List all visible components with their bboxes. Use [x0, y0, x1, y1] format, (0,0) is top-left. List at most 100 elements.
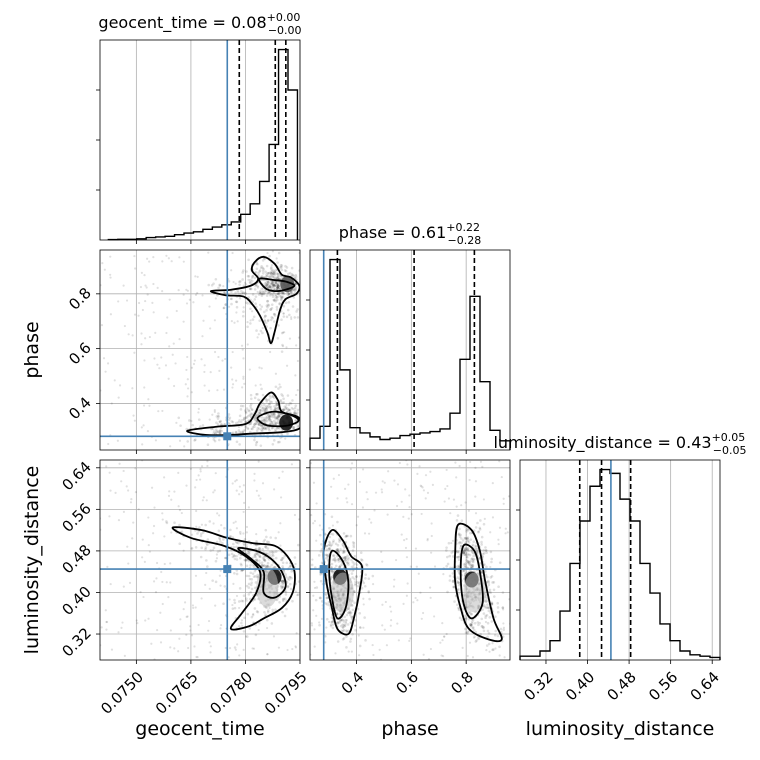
sample-point	[445, 549, 448, 552]
sample-point	[281, 610, 284, 614]
sample-point	[363, 584, 367, 588]
sample-point	[479, 460, 483, 463]
sample-point	[342, 620, 346, 623]
sample-point	[344, 622, 348, 625]
sample-point	[426, 539, 429, 542]
sample-point	[257, 411, 261, 415]
sample-point	[496, 634, 500, 638]
sample-point	[197, 418, 201, 421]
sample-point	[258, 408, 262, 412]
sample-point	[306, 406, 309, 409]
sample-point	[265, 283, 269, 286]
sample-point	[254, 575, 257, 578]
title-plus: +0.05	[712, 431, 746, 444]
sample-point	[439, 641, 442, 644]
sample-point	[150, 486, 154, 489]
sample-point	[232, 582, 235, 585]
sample-point	[314, 598, 318, 602]
sample-point	[271, 293, 275, 297]
sample-point	[265, 283, 268, 287]
sample-point	[110, 402, 113, 405]
sample-point	[466, 548, 469, 552]
sample-point	[280, 393, 283, 396]
sample-point	[279, 266, 282, 269]
sample-point	[247, 593, 251, 596]
sample-point	[291, 305, 295, 308]
sample-point	[490, 601, 494, 605]
sample-point	[282, 408, 285, 412]
sample-point	[117, 519, 121, 522]
sample-point	[178, 509, 182, 512]
sample-point	[235, 541, 239, 545]
x-tick-label: 0.6	[393, 668, 423, 698]
sample-point	[267, 405, 270, 408]
sample-point	[466, 609, 470, 612]
sample-point	[340, 618, 344, 622]
sample-point	[249, 404, 252, 408]
sample-point	[218, 420, 222, 424]
sample-point	[217, 438, 221, 442]
sample-point	[264, 426, 268, 430]
sample-point	[273, 415, 276, 418]
sample-point	[233, 601, 237, 605]
sample-point	[315, 586, 319, 589]
sample-point	[457, 607, 460, 610]
sample-point	[238, 530, 242, 534]
sample-point	[342, 628, 346, 632]
sample-point	[274, 422, 277, 426]
sample-point	[177, 471, 180, 474]
sample-point	[274, 281, 278, 284]
sample-point	[486, 621, 490, 625]
sample-point	[267, 415, 271, 418]
sample-point	[261, 259, 265, 262]
sample-point	[492, 595, 496, 598]
sample-point	[458, 527, 461, 531]
sample-point	[251, 274, 255, 278]
sample-point	[263, 421, 267, 424]
sample-point	[275, 416, 279, 420]
sample-point	[256, 392, 259, 396]
sample-point	[446, 562, 450, 566]
sample-point	[313, 566, 317, 569]
sample-point	[409, 637, 412, 640]
sample-point	[313, 580, 316, 583]
sample-point	[243, 382, 246, 385]
sample-point	[350, 572, 354, 575]
sample-point	[247, 278, 250, 281]
sample-point	[288, 582, 292, 586]
sample-point	[260, 292, 264, 296]
sample-point	[256, 422, 260, 426]
sample-point	[452, 579, 455, 582]
sample-point	[482, 522, 486, 526]
sample-point	[203, 384, 206, 387]
sample-point	[249, 590, 252, 594]
sample-point	[469, 624, 473, 628]
sample-point	[142, 404, 146, 407]
sample-point	[293, 411, 296, 415]
sample-point	[361, 468, 365, 471]
sample-point	[100, 626, 103, 629]
sample-point	[341, 543, 344, 546]
sample-point	[270, 282, 273, 286]
sample-point	[269, 350, 272, 354]
sample-point	[469, 559, 472, 563]
sample-point	[390, 619, 393, 622]
sample-point	[341, 626, 345, 629]
sample-point	[443, 500, 446, 503]
sample-point	[330, 515, 334, 519]
sample-point	[269, 405, 273, 409]
sample-point	[468, 641, 472, 644]
sample-point	[218, 538, 222, 541]
sample-point	[352, 543, 355, 547]
sample-point	[291, 399, 294, 402]
sample-point	[410, 513, 413, 516]
sample-point	[387, 470, 390, 473]
sample-point	[354, 582, 357, 586]
sample-point	[222, 307, 225, 310]
sample-point	[192, 362, 196, 366]
sample-point	[197, 411, 200, 414]
sample-point	[393, 578, 396, 581]
sample-point	[118, 384, 122, 387]
sample-point	[255, 262, 259, 265]
sample-point	[239, 420, 243, 424]
